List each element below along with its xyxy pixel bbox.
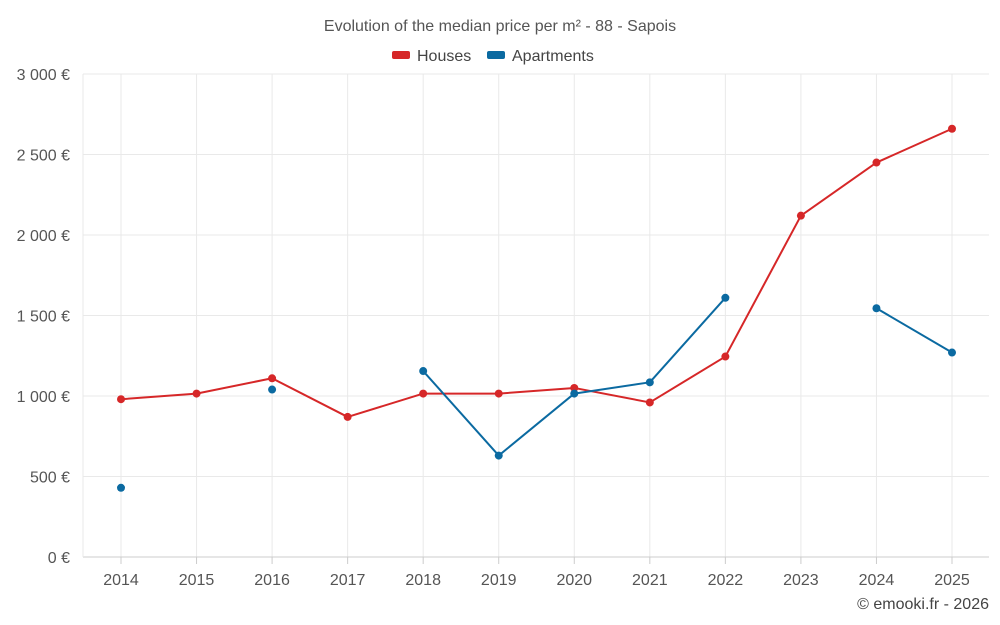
chart-title: Evolution of the median price per m² - 8… bbox=[324, 18, 676, 35]
data-point-apartments-2025[interactable] bbox=[948, 348, 956, 357]
series-apartments bbox=[117, 293, 956, 492]
data-point-apartments-2020[interactable] bbox=[570, 389, 579, 398]
data-point-houses-2019[interactable] bbox=[494, 389, 503, 398]
data-point-apartments-2016[interactable] bbox=[268, 385, 277, 394]
data-point-apartments-2014[interactable] bbox=[117, 483, 125, 492]
legend-swatch-apartments bbox=[487, 51, 505, 59]
data-point-houses-2016[interactable] bbox=[268, 374, 277, 383]
y-tick-label: 1 000 € bbox=[17, 389, 70, 406]
y-tick-label: 0 € bbox=[48, 550, 70, 567]
x-tick-label: 2025 bbox=[934, 572, 970, 589]
legend: Houses Apartments bbox=[392, 48, 594, 65]
y-tick-label: 1 500 € bbox=[17, 309, 70, 326]
x-tick-label: 2022 bbox=[708, 572, 744, 589]
series-line-apartments bbox=[875, 307, 953, 354]
data-point-apartments-2018[interactable] bbox=[419, 367, 428, 376]
x-tick-label: 2024 bbox=[859, 572, 895, 589]
data-point-apartments-2024[interactable] bbox=[872, 304, 881, 313]
x-tick-label: 2017 bbox=[330, 572, 366, 589]
series bbox=[117, 124, 956, 492]
data-point-houses-2017[interactable] bbox=[343, 412, 352, 421]
x-tick-label: 2016 bbox=[254, 572, 290, 589]
data-point-houses-2024[interactable] bbox=[872, 158, 881, 167]
x-tick-label: 2018 bbox=[405, 572, 441, 589]
series-line-houses bbox=[120, 127, 953, 418]
legend-item-apartments[interactable]: Apartments bbox=[487, 48, 594, 65]
data-point-houses-2020[interactable] bbox=[570, 383, 579, 392]
data-point-apartments-2022[interactable] bbox=[721, 293, 730, 302]
x-tick-label: 2020 bbox=[556, 572, 592, 589]
legend-label-houses: Houses bbox=[417, 48, 471, 65]
axes: 0 € 500 € 1 000 € 1 500 € 2 000 € 2 500 € 3 00… bbox=[17, 67, 989, 589]
series-houses bbox=[117, 124, 956, 421]
legend-item-houses[interactable]: Houses bbox=[392, 48, 471, 65]
data-point-houses-2023[interactable] bbox=[796, 211, 805, 220]
y-tick-label: 500 € bbox=[30, 470, 70, 487]
y-tick-label: 2 000 € bbox=[17, 228, 70, 245]
data-point-houses-2018[interactable] bbox=[419, 389, 428, 398]
credit-text: © emooki.fr - 2026 bbox=[857, 596, 989, 613]
x-tick-label: 2014 bbox=[103, 572, 139, 589]
data-point-houses-2015[interactable] bbox=[192, 389, 201, 398]
data-point-houses-2021[interactable] bbox=[645, 398, 654, 407]
data-point-apartments-2019[interactable] bbox=[494, 451, 503, 460]
x-tick-label: 2015 bbox=[179, 572, 215, 589]
legend-label-apartments: Apartments bbox=[512, 48, 594, 65]
y-tick-label: 3 000 € bbox=[17, 67, 70, 84]
legend-swatch-houses bbox=[392, 51, 410, 59]
x-tick-label: 2023 bbox=[783, 572, 819, 589]
y-tick-label: 2 500 € bbox=[17, 148, 70, 165]
data-point-houses-2025[interactable] bbox=[948, 124, 956, 133]
data-point-houses-2014[interactable] bbox=[117, 395, 125, 404]
data-point-apartments-2021[interactable] bbox=[645, 378, 654, 387]
x-tick-label: 2019 bbox=[481, 572, 517, 589]
grid bbox=[83, 73, 989, 557]
x-tick-label: 2021 bbox=[632, 572, 668, 589]
data-point-houses-2022[interactable] bbox=[721, 352, 730, 361]
